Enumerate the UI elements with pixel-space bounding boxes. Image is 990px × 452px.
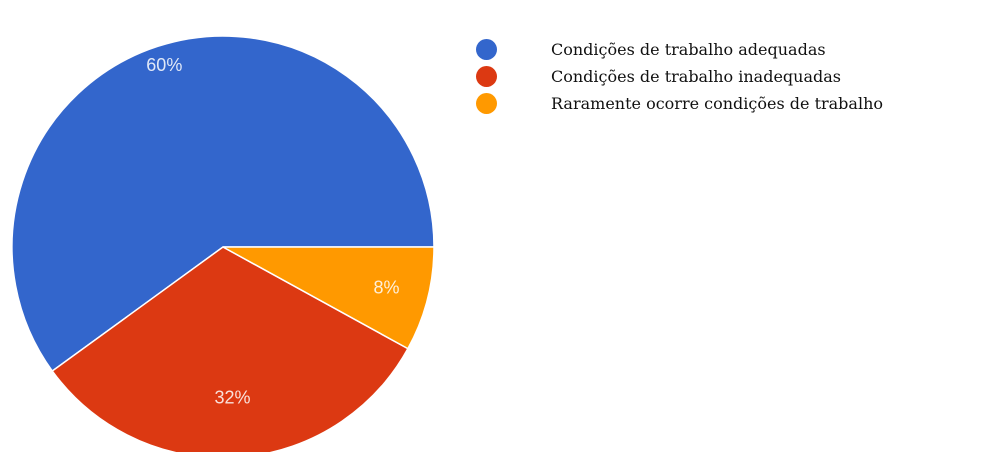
slice-label-adequadas: 60% [146,55,182,75]
pie-chart: 60% 32% 8% [11,35,435,452]
legend-item-raramente: Raramente ocorre condições de trabalho [476,90,883,117]
legend-swatch-adequadas [476,39,497,60]
chart-legend: Condições de trabalho adequadas Condiçõe… [476,36,883,117]
legend-label-inadequadas: Condições de trabalho inadequadas [551,67,841,86]
pie-slices [11,35,435,452]
legend-swatch-raramente [476,93,497,114]
legend-item-adequadas: Condições de trabalho adequadas [476,36,883,63]
legend-item-inadequadas: Condições de trabalho inadequadas [476,63,883,90]
pie-slice-inadequadas [51,246,409,452]
legend-label-adequadas: Condições de trabalho adequadas [551,40,826,59]
legend-label-raramente: Raramente ocorre condições de trabalho [551,94,884,113]
legend-swatch-inadequadas [476,66,497,87]
slice-label-inadequadas: 32% [215,387,251,407]
pie-slice-adequadas [11,35,435,373]
pie-slice-raramente [222,246,435,350]
slice-label-raramente: 8% [373,278,399,298]
slice-labels: 60% 32% 8% [146,55,399,407]
